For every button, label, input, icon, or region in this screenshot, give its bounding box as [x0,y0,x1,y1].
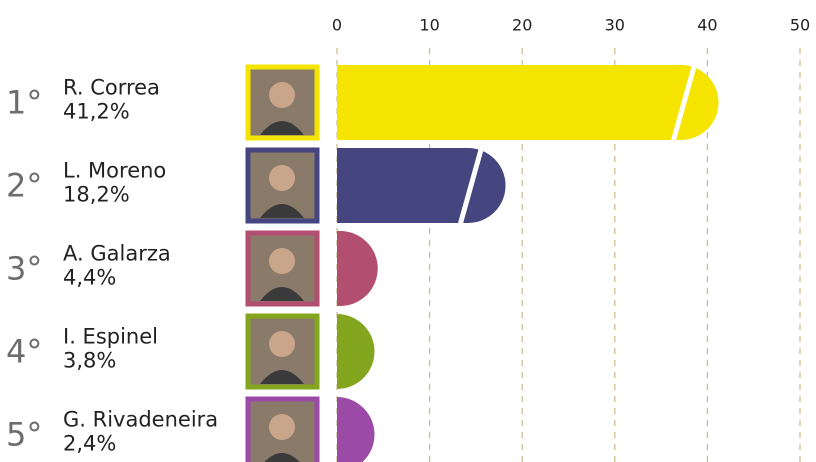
candidate-name: R. Correa [63,76,160,100]
bar [337,397,375,462]
photo [245,147,320,224]
photo-head [269,248,295,274]
value-label: 18,2% [63,183,130,207]
photo-body [260,287,304,301]
candidate-name: A. Galarza [63,242,171,266]
bar [337,65,719,140]
x-tick-label: 0 [332,16,342,35]
photo-body [260,204,304,218]
x-tick-label: 20 [512,16,532,35]
value-label: 41,2% [63,100,130,124]
bar [337,231,378,306]
photo-head [269,414,295,440]
photo [245,230,320,307]
x-tick-label: 30 [605,16,625,35]
photo-head [269,165,295,191]
photo-head [269,331,295,357]
x-tick-label: 50 [790,16,810,35]
value-label: 3,8% [63,349,116,373]
photo [245,313,320,390]
value-label: 2,4% [63,432,116,456]
value-label: 4,4% [63,266,116,290]
bar-break [670,62,698,143]
photo-body [264,453,300,462]
rank-label: 4° [6,333,42,371]
bar-break [457,145,485,226]
x-tick-label: 10 [419,16,439,35]
x-tick-label: 40 [697,16,717,35]
rank-label: 2° [6,167,42,205]
rank-label: 1° [6,84,42,122]
candidate-name: G. Rivadeneira [63,408,218,432]
rank-label: 5° [6,416,42,454]
photo [245,396,320,462]
bar [337,314,375,390]
candidate-name: L. Moreno [63,159,166,183]
candidate-name: I. Espinel [63,325,158,349]
photo-head [269,82,295,108]
rank-label: 3° [6,250,42,288]
photo [245,64,320,141]
photo-frame [245,147,320,224]
photo-body [260,370,304,384]
photo-body [260,121,304,135]
